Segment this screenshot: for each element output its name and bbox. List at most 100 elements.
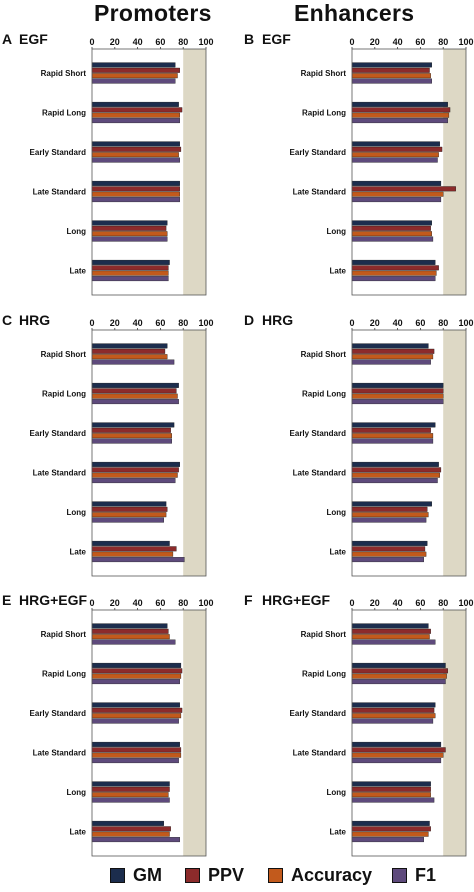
bar-gm-late-standard <box>91 180 180 186</box>
plot-border <box>351 329 467 577</box>
bar-accuracy-rapid-short <box>91 73 178 79</box>
bar-accuracy-late <box>91 270 169 276</box>
bar-ppv-rapid-long <box>351 668 448 674</box>
legend-label-f1: F1 <box>415 864 437 885</box>
category-label: Late <box>330 267 347 276</box>
bar-accuracy-rapid-short <box>351 73 431 79</box>
bar-f1-early-standard <box>351 718 434 724</box>
bar-f1-rapid-short <box>91 639 176 645</box>
bar-f1-late-standard <box>91 478 176 484</box>
bar-gm-long <box>351 220 432 226</box>
x-tick-label: 100 <box>458 318 473 328</box>
bar-accuracy-long <box>91 792 169 798</box>
bar-ppv-early-standard <box>351 707 435 713</box>
shaded-band <box>183 610 206 856</box>
category-label: Late Standard <box>293 469 346 478</box>
bar-f1-rapid-short <box>351 639 436 645</box>
bar-f1-rapid-short <box>91 78 176 84</box>
bar-ppv-late <box>351 826 431 832</box>
bar-ppv-early-standard <box>351 146 443 152</box>
category-label: Rapid Long <box>42 390 86 399</box>
x-tick-label: 60 <box>155 318 165 328</box>
bar-gm-early-standard <box>91 141 180 147</box>
bar-f1-rapid-short <box>351 78 432 84</box>
x-tick-label: 0 <box>349 37 354 47</box>
bar-f1-rapid-long <box>351 399 444 405</box>
bar-f1-rapid-long <box>91 679 180 685</box>
category-label: Early Standard <box>30 148 87 157</box>
category-label: Rapid Short <box>41 69 87 78</box>
x-tick-label: 80 <box>178 318 188 328</box>
panel-letter: F <box>244 592 253 608</box>
plot-border <box>91 329 207 577</box>
category-label: Long <box>326 227 346 236</box>
category-label: Early Standard <box>30 429 87 438</box>
bar-ppv-late-standard <box>351 747 446 753</box>
bar-accuracy-rapid-long <box>91 112 180 118</box>
bar-f1-rapid-long <box>91 118 180 124</box>
legend-item-gm: GM <box>110 862 162 888</box>
category-label: Late <box>330 548 347 557</box>
bar-gm-long <box>91 220 168 226</box>
x-tick-label: 0 <box>89 318 94 328</box>
bar-f1-late-standard <box>351 197 442 203</box>
bar-accuracy-long <box>91 231 168 237</box>
bar-f1-early-standard <box>351 157 438 163</box>
bar-f1-long <box>91 797 170 803</box>
bar-gm-rapid-short <box>351 343 429 349</box>
legend-swatch-f1 <box>392 867 407 883</box>
bar-gm-late-standard <box>91 741 180 747</box>
bar-f1-early-standard <box>91 157 180 163</box>
bar-ppv-rapid-short <box>91 628 169 634</box>
bar-ppv-late <box>351 546 426 552</box>
legend-swatch-ppv <box>185 867 200 883</box>
bar-accuracy-late-standard <box>351 472 440 478</box>
x-tick-label: 40 <box>133 318 143 328</box>
bar-ppv-long <box>351 225 431 231</box>
category-label: Rapid Short <box>301 69 347 78</box>
x-tick-label: 40 <box>133 598 143 608</box>
chart-panel-b: B EGF 0 20 40 60 80 100 Rapid Short Rapid Long Ear… <box>244 31 474 296</box>
bar-gm-late-standard <box>351 461 439 467</box>
x-tick-label: 20 <box>110 598 120 608</box>
x-tick-label: 40 <box>133 37 143 47</box>
bar-accuracy-early-standard <box>91 152 179 158</box>
x-tick-label: 100 <box>198 37 213 47</box>
bar-gm-late <box>351 259 436 265</box>
x-tick-label: 20 <box>110 318 120 328</box>
bar-gm-long <box>91 781 170 787</box>
panel-title: EGF <box>262 31 291 47</box>
bar-f1-long <box>351 517 427 523</box>
bar-gm-rapid-short <box>91 623 168 629</box>
bar-gm-late <box>91 820 164 826</box>
bar-ppv-late-standard <box>351 186 456 192</box>
bar-gm-rapid-long <box>351 101 448 107</box>
category-label: Early Standard <box>290 709 347 718</box>
bar-gm-late <box>91 259 170 265</box>
panel-letter: B <box>244 31 254 47</box>
x-tick-label: 20 <box>110 37 120 47</box>
category-label: Rapid Long <box>302 390 346 399</box>
plot-border <box>91 609 207 857</box>
x-tick-label: 60 <box>415 318 425 328</box>
shaded-band <box>183 49 206 295</box>
x-tick-label: 20 <box>370 598 380 608</box>
bar-f1-late <box>91 557 185 563</box>
category-label: Rapid Long <box>302 109 346 118</box>
legend-label-gm: GM <box>133 864 162 885</box>
bar-gm-long <box>351 501 432 507</box>
bar-ppv-rapid-short <box>351 348 435 354</box>
category-label: Long <box>66 508 86 517</box>
bar-accuracy-rapid-short <box>351 354 434 360</box>
bar-f1-late-standard <box>351 478 438 484</box>
plot-border <box>91 48 207 296</box>
bar-ppv-early-standard <box>91 707 183 713</box>
bar-gm-late-standard <box>351 741 442 747</box>
bar-f1-late <box>351 837 424 843</box>
category-label: Long <box>326 788 346 797</box>
bar-f1-late <box>91 837 180 843</box>
bar-ppv-late <box>351 265 439 271</box>
shaded-band <box>443 330 466 576</box>
bar-accuracy-long <box>91 512 167 518</box>
